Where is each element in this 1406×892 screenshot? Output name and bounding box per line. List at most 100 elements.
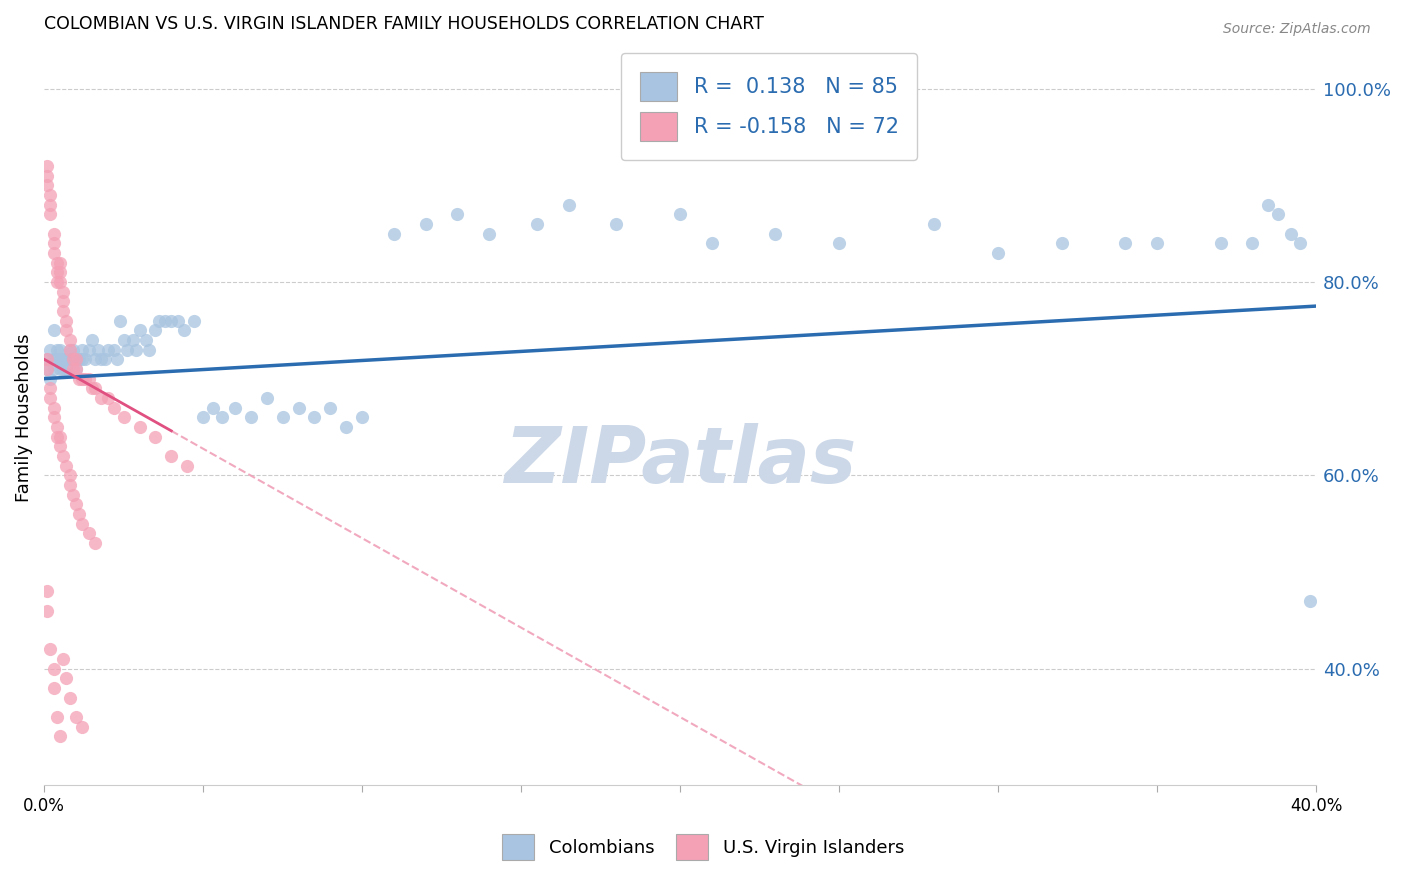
Point: [145, 323, 167, 337]
Point: [84, 381, 107, 395]
Point: [97, 343, 120, 357]
Point: [75, 352, 97, 367]
Point: [77, 526, 100, 541]
Point: [58, 478, 80, 492]
Point: [39, 642, 62, 657]
Point: [319, 401, 342, 415]
Point: [183, 313, 205, 327]
Point: [65, 362, 87, 376]
Y-axis label: Family Households: Family Households: [15, 333, 32, 501]
Point: [211, 410, 233, 425]
Point: [49, 352, 72, 367]
Point: [605, 217, 627, 231]
Point: [72, 343, 94, 357]
Point: [37, 362, 59, 376]
Point: [128, 323, 150, 337]
Point: [90, 352, 112, 367]
Point: [160, 313, 183, 327]
Point: [42, 410, 65, 425]
Point: [62, 362, 84, 376]
Point: [52, 294, 75, 309]
Point: [42, 246, 65, 260]
Point: [62, 488, 84, 502]
Point: [1209, 236, 1232, 251]
Point: [176, 458, 198, 473]
Point: [37, 169, 59, 183]
Point: [58, 333, 80, 347]
Legend: Colombians, U.S. Virgin Islanders: Colombians, U.S. Virgin Islanders: [495, 827, 911, 867]
Point: [1289, 236, 1312, 251]
Point: [42, 362, 65, 376]
Point: [37, 584, 59, 599]
Point: [1241, 236, 1264, 251]
Point: [97, 391, 120, 405]
Point: [1267, 207, 1289, 221]
Point: [58, 468, 80, 483]
Point: [335, 420, 357, 434]
Point: [52, 362, 75, 376]
Point: [72, 371, 94, 385]
Point: [45, 343, 67, 357]
Point: [84, 536, 107, 550]
Point: [105, 352, 128, 367]
Point: [700, 236, 723, 251]
Point: [37, 178, 59, 193]
Point: [1050, 236, 1073, 251]
Point: [65, 710, 87, 724]
Point: [49, 730, 72, 744]
Point: [271, 410, 294, 425]
Point: [39, 381, 62, 395]
Point: [382, 227, 405, 241]
Point: [62, 352, 84, 367]
Point: [42, 227, 65, 241]
Point: [1299, 594, 1322, 608]
Point: [84, 352, 107, 367]
Point: [55, 323, 77, 337]
Point: [39, 187, 62, 202]
Point: [49, 429, 72, 443]
Point: [239, 410, 262, 425]
Point: [669, 207, 692, 221]
Point: [42, 681, 65, 695]
Point: [65, 497, 87, 511]
Point: [45, 265, 67, 279]
Point: [58, 690, 80, 705]
Point: [55, 352, 77, 367]
Point: [352, 410, 374, 425]
Point: [1279, 227, 1302, 241]
Point: [75, 371, 97, 385]
Point: [49, 275, 72, 289]
Point: [45, 255, 67, 269]
Point: [153, 313, 176, 327]
Point: [42, 236, 65, 251]
Point: [415, 217, 437, 231]
Point: [125, 343, 148, 357]
Point: [67, 352, 90, 367]
Text: Source: ZipAtlas.com: Source: ZipAtlas.com: [1223, 22, 1371, 37]
Point: [67, 371, 90, 385]
Point: [65, 352, 87, 367]
Point: [45, 275, 67, 289]
Point: [526, 217, 548, 231]
Point: [55, 672, 77, 686]
Point: [52, 285, 75, 299]
Point: [49, 362, 72, 376]
Point: [42, 662, 65, 676]
Point: [49, 265, 72, 279]
Point: [39, 371, 62, 385]
Point: [37, 159, 59, 173]
Point: [62, 352, 84, 367]
Point: [80, 333, 103, 347]
Point: [828, 236, 851, 251]
Point: [160, 449, 183, 463]
Point: [1114, 236, 1136, 251]
Point: [145, 429, 167, 443]
Point: [39, 207, 62, 221]
Point: [37, 352, 59, 367]
Point: [72, 720, 94, 734]
Point: [55, 362, 77, 376]
Point: [191, 410, 214, 425]
Point: [39, 197, 62, 211]
Point: [80, 381, 103, 395]
Point: [304, 410, 326, 425]
